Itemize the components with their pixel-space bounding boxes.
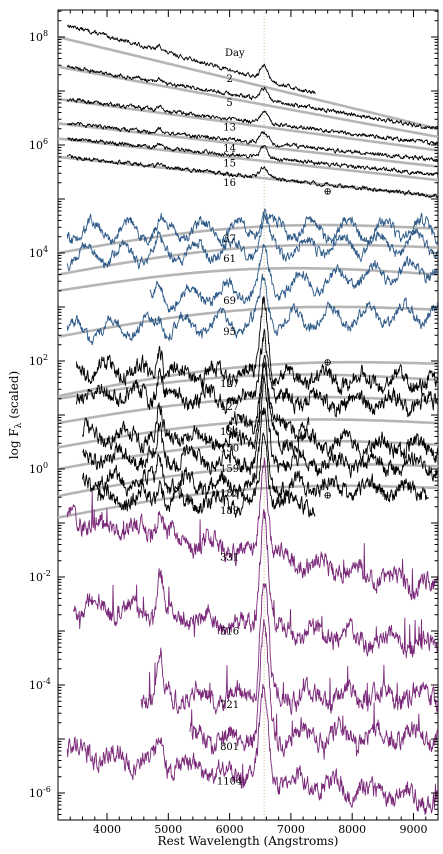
spectrum-day-5 [66, 64, 438, 130]
spectrum-day-801 [189, 618, 438, 760]
day-label: 159 [220, 464, 239, 475]
y-tick-label: 10-4 [29, 677, 51, 692]
spectrum-day-127 [75, 296, 438, 396]
y-tick-label: 100 [29, 461, 48, 476]
spectrum-day-150 [82, 354, 438, 464]
y-tick-label: 10-2 [29, 569, 51, 584]
telluric-marker: ⊕ [323, 491, 331, 502]
spectrum-day-182 [82, 407, 430, 503]
y-tick-label: 108 [29, 29, 48, 44]
day-label: 1104 [217, 776, 242, 787]
spectrum-day-69 [149, 243, 438, 313]
day-label: 127 [220, 402, 239, 413]
spectrum-day-61 [66, 213, 438, 271]
y-axis-title: log Fλ (scaled) [7, 371, 24, 459]
day-label: 61 [223, 254, 236, 265]
spectrum-day-2 [67, 24, 316, 95]
y-tick-label: 106 [29, 137, 48, 152]
day-label: 134 [220, 427, 239, 438]
x-tick-label: 4000 [93, 823, 121, 836]
y-axis-title-suffix: (scaled) [7, 371, 21, 423]
x-tick-label: 7000 [277, 823, 305, 836]
day-label: 127 [220, 379, 239, 390]
day-label: 15 [223, 158, 236, 169]
spectrum-day-1104 [66, 683, 438, 816]
x-tick-label: 9000 [399, 823, 427, 836]
day-label: 801 [220, 742, 239, 753]
spectrum-day-127 [75, 329, 438, 418]
day-label: 13 [223, 123, 236, 134]
x-tick-label: 6000 [216, 823, 244, 836]
blackbody-curve [58, 395, 438, 425]
day-label: 69 [223, 296, 236, 307]
spectrum-day-516 [72, 509, 438, 659]
spectrum-day-189 [97, 432, 316, 518]
telluric-marker: ⊕ [323, 187, 331, 198]
spectrum-day-15 [66, 137, 438, 177]
x-tick-label: 8000 [338, 823, 366, 836]
blackbody-curve [58, 65, 438, 139]
day-label: 16 [223, 178, 236, 189]
y-tick-label: 104 [29, 245, 48, 260]
day-label: 5 [226, 98, 232, 109]
x-tick-label: 5000 [154, 823, 182, 836]
spectrum-day-14 [66, 121, 438, 163]
day-label: 150 [220, 443, 239, 454]
y-axis-title-sub: λ [14, 422, 24, 428]
day-label: 331 [220, 552, 239, 563]
y-tick-label: 102 [29, 353, 48, 368]
day-label: 721 [220, 700, 239, 711]
y-axis-title-main: log F [7, 428, 21, 459]
spectrum-day-13 [66, 97, 438, 146]
spectrum-day-95 [66, 273, 438, 346]
blackbody-curve [58, 360, 438, 398]
day-label: 516 [220, 627, 239, 638]
y-tick-label: 10-6 [29, 785, 51, 800]
day-labels: 2 5 13 14 15 16 37 61 69 95 127 127 134 150 159 182 189 3… [217, 74, 242, 787]
x-axis-title: Rest Wavelength (Angstroms) [158, 834, 339, 848]
blackbody-curve [58, 266, 438, 293]
spectrum-day-331 [66, 457, 438, 601]
spectrum-day-16 [66, 154, 438, 199]
x-axis-ticks: 4000 5000 6000 7000 8000 9000 [57, 10, 439, 836]
day-label: 182 [220, 488, 239, 499]
y-axis-ticks: 108 106 104 102 100 10-2 10-4 10-6 [29, 10, 438, 815]
blackbody-curve [58, 243, 438, 276]
telluric-markers: ⊕ ⊕ ⊕ [323, 187, 331, 502]
day-label: 95 [223, 327, 236, 338]
blackbody-curve [58, 35, 438, 131]
telluric-marker: ⊕ [323, 357, 331, 368]
spectrum-day-159 [82, 375, 438, 482]
spectra-series [66, 24, 438, 816]
day-label: 14 [223, 143, 236, 154]
day-label: 37 [223, 234, 236, 245]
day-label: 189 [220, 506, 239, 517]
blackbody-curve [58, 223, 438, 255]
blackbody-curve [58, 418, 438, 449]
spectrum-day-37 [66, 208, 438, 247]
day-label: 2 [226, 74, 232, 85]
spectrum-day-721 [140, 583, 438, 716]
day-header: Day [225, 48, 245, 59]
